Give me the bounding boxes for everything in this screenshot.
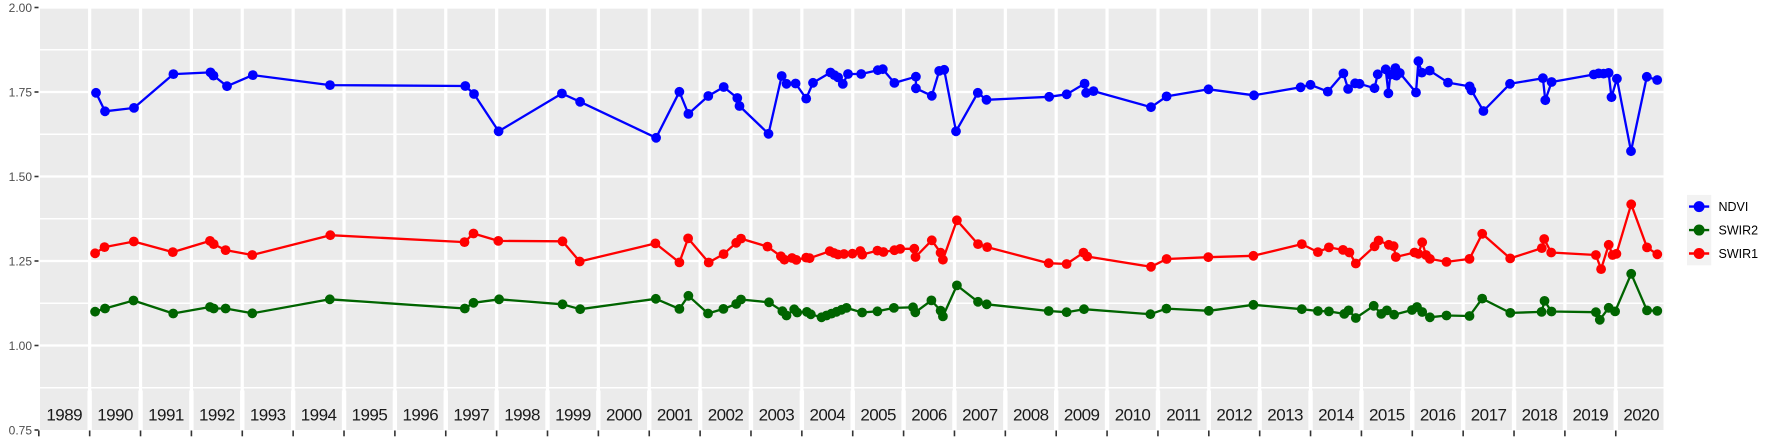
svg-text:2005: 2005 (860, 406, 896, 425)
svg-text:2015: 2015 (1369, 406, 1405, 425)
svg-text:1990: 1990 (97, 406, 133, 425)
svg-text:1989: 1989 (46, 406, 82, 425)
svg-text:2000: 2000 (606, 406, 642, 425)
svg-text:1998: 1998 (504, 406, 540, 425)
svg-text:1.25: 1.25 (9, 254, 33, 268)
svg-text:2007: 2007 (962, 406, 998, 425)
svg-text:2012: 2012 (1216, 406, 1252, 425)
svg-text:2018: 2018 (1522, 406, 1558, 425)
svg-text:0.75: 0.75 (9, 423, 33, 437)
svg-text:2001: 2001 (657, 406, 693, 425)
svg-text:2008: 2008 (1013, 406, 1049, 425)
svg-text:1995: 1995 (352, 406, 388, 425)
svg-text:SWIR1: SWIR1 (1719, 247, 1759, 261)
svg-text:2017: 2017 (1471, 406, 1507, 425)
svg-text:2009: 2009 (1064, 406, 1100, 425)
svg-text:2013: 2013 (1267, 406, 1303, 425)
svg-text:1999: 1999 (555, 406, 591, 425)
svg-text:2011: 2011 (1166, 406, 1200, 425)
svg-text:2006: 2006 (911, 406, 947, 425)
svg-text:2016: 2016 (1420, 406, 1456, 425)
svg-text:2003: 2003 (759, 406, 795, 425)
svg-text:1996: 1996 (403, 406, 439, 425)
svg-text:1992: 1992 (199, 406, 235, 425)
svg-text:1991: 1991 (148, 406, 184, 425)
svg-text:2.00: 2.00 (9, 1, 33, 15)
svg-text:2002: 2002 (708, 406, 744, 425)
svg-text:1.00: 1.00 (9, 339, 33, 353)
svg-text:2004: 2004 (809, 406, 845, 425)
svg-text:SWIR2: SWIR2 (1719, 224, 1759, 238)
svg-text:1.75: 1.75 (9, 85, 33, 99)
svg-text:1993: 1993 (250, 406, 286, 425)
svg-text:2020: 2020 (1623, 406, 1659, 425)
svg-text:2019: 2019 (1573, 406, 1609, 425)
svg-text:1994: 1994 (301, 406, 337, 425)
svg-text:2010: 2010 (1115, 406, 1151, 425)
svg-text:NDVI: NDVI (1719, 200, 1749, 214)
svg-text:1.50: 1.50 (9, 170, 33, 184)
svg-text:2014: 2014 (1318, 406, 1354, 425)
svg-text:1997: 1997 (453, 406, 489, 425)
